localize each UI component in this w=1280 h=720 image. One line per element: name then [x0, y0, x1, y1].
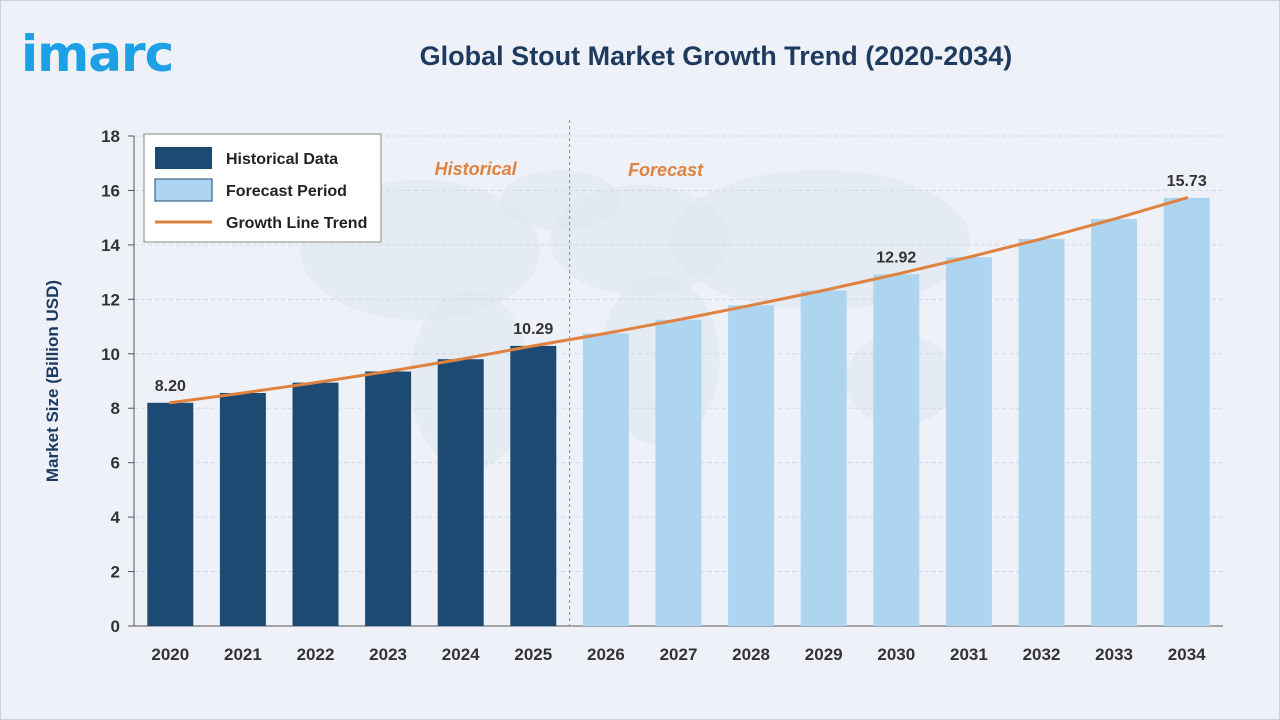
- chart-title: Global Stout Market Growth Trend (2020-2…: [419, 41, 1013, 71]
- legend-swatch: [154, 178, 213, 202]
- bar-2030: [873, 274, 920, 626]
- map-shape: [500, 170, 620, 230]
- legend: Historical Data Forecast Period Growth Lin…: [143, 133, 382, 243]
- bar-2029: [800, 290, 847, 626]
- x-tick-label: 2030: [877, 645, 915, 664]
- y-tick-label: 14: [101, 236, 120, 255]
- bar-2022: [292, 382, 339, 626]
- x-tick-label: 2032: [1023, 645, 1061, 664]
- legend-label: Growth Line Trend: [226, 215, 367, 232]
- x-tick-label: 2029: [805, 645, 843, 664]
- historical-region-label: Historical: [435, 159, 518, 179]
- x-tick-label: 2026: [587, 645, 625, 664]
- bar-2020: [147, 402, 194, 626]
- bar-2033: [1091, 219, 1138, 626]
- data-label: 10.29: [513, 321, 553, 338]
- y-tick-label: 0: [111, 617, 120, 636]
- map-shape: [670, 170, 970, 310]
- y-axis-title: Market Size (Billion USD): [43, 280, 62, 482]
- x-tick-label: 2020: [151, 645, 189, 664]
- bar-2027: [655, 319, 702, 626]
- legend-label: Forecast Period: [226, 183, 347, 200]
- x-tick-label: 2021: [224, 645, 262, 664]
- x-tick-label: 2031: [950, 645, 988, 664]
- x-tick-label: 2024: [442, 645, 480, 664]
- bar-2034: [1163, 197, 1210, 627]
- bar-2031: [945, 257, 992, 626]
- bar-2021: [219, 392, 266, 626]
- x-tick-label: 2022: [297, 645, 335, 664]
- labels: 8.20 10.29 12.92 15.73 Historical Forecast: [155, 159, 1207, 395]
- x-tick-label: 2027: [660, 645, 698, 664]
- y-tick-label: 18: [101, 127, 120, 146]
- bar-2025: [510, 345, 557, 626]
- y-tick-label: 4: [111, 508, 121, 527]
- y-tick-label: 8: [111, 399, 120, 418]
- y-tick-label: 12: [101, 290, 120, 309]
- axes: 0 2 4 6 8 10 12 14 16 18 Market Size (Billion USD)…: [43, 120, 1223, 664]
- bars: [147, 197, 1210, 627]
- bar-2026: [582, 333, 629, 626]
- x-tick-label: 2034: [1168, 645, 1206, 664]
- data-label: 8.20: [155, 378, 186, 395]
- bar-2032: [1018, 238, 1065, 626]
- growth-trend-line: [168, 196, 1189, 405]
- y-tick-label: 6: [111, 454, 120, 473]
- y-tick-label: 2: [111, 563, 120, 582]
- world-map-watermark: [300, 170, 970, 470]
- data-label: 15.73: [1167, 173, 1207, 190]
- y-tick-label: 10: [101, 345, 120, 364]
- bar-2024: [437, 359, 484, 626]
- x-tick-label: 2025: [514, 645, 552, 664]
- bar-2023: [365, 371, 412, 626]
- bar-2028: [728, 305, 775, 626]
- forecast-region-label: Forecast: [628, 160, 704, 180]
- growth-trend: [168, 196, 1189, 405]
- x-tick-label: 2028: [732, 645, 770, 664]
- x-tick-label: 2033: [1095, 645, 1133, 664]
- y-tick-label: 16: [101, 181, 120, 200]
- data-label: 12.92: [876, 249, 916, 266]
- imarc-logo: imarc: [21, 25, 174, 83]
- x-tick-label: 2023: [369, 645, 407, 664]
- legend-swatch: [155, 147, 212, 169]
- legend-label: Historical Data: [226, 151, 338, 168]
